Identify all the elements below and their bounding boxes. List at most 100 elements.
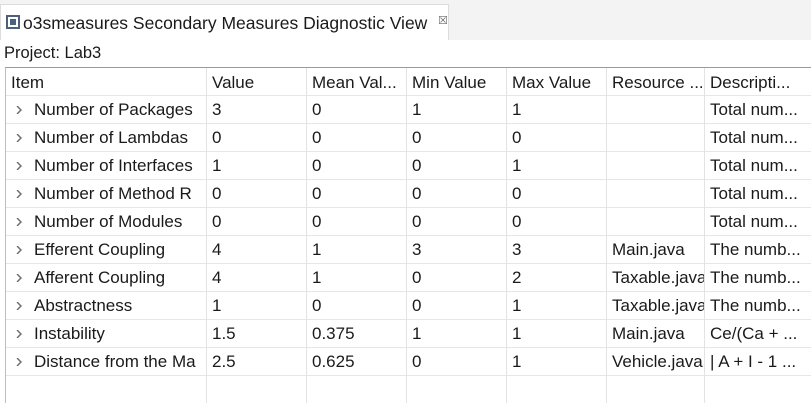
cell-mean-value: 0 — [312, 184, 322, 203]
cell-item: Number of Modules — [34, 212, 183, 231]
cell-item: Instability — [34, 324, 105, 343]
cell-max-value: 0 — [512, 184, 522, 203]
cell-description: Total num... — [710, 212, 798, 231]
cell-resource: Vehicle.java — [612, 352, 703, 371]
project-label: Project: Lab3 — [4, 44, 102, 62]
chevron-right-icon[interactable] — [15, 274, 23, 282]
cell-max-value: 1 — [512, 156, 522, 175]
cell-mean-value: 0 — [312, 156, 322, 175]
chevron-right-icon[interactable] — [15, 218, 23, 226]
cell-min-value: 1 — [412, 100, 422, 119]
cell-min-value: 1 — [412, 324, 422, 343]
cell-value: 1 — [212, 296, 222, 315]
cell-min-value: 3 — [412, 240, 422, 259]
chevron-right-icon[interactable] — [15, 162, 23, 170]
chevron-right-icon[interactable] — [15, 246, 23, 254]
table-row[interactable]: Distance from the Ma 2.5 0.625 0 1 Vehicle.ja… — [6, 348, 811, 376]
cell-description: Total num... — [710, 184, 798, 203]
cell-item: Number of Packages — [34, 100, 193, 119]
table-row[interactable]: Number of Lambdas 0 0 0 0 Total num... — [6, 124, 811, 152]
cell-resource — [612, 152, 704, 180]
cell-min-value: 0 — [412, 296, 422, 315]
cell-min-value: 0 — [412, 128, 422, 147]
cell-item: Abstractness — [34, 296, 133, 315]
cell-item: Number of Lambdas — [34, 128, 189, 147]
cell-mean-value: 1 — [312, 240, 322, 259]
column-divider[interactable] — [206, 68, 207, 403]
cell-max-value: 2 — [512, 268, 522, 287]
table-row[interactable]: Afferent Coupling 4 1 0 2 Taxable.java The num… — [6, 264, 811, 292]
cell-value: 4 — [212, 240, 222, 259]
cell-description: Total num... — [710, 156, 798, 175]
cell-mean-value: 1 — [312, 268, 322, 287]
column-header-mean-value[interactable]: Mean Val... — [312, 73, 397, 92]
cell-max-value: 1 — [512, 100, 522, 119]
cell-resource — [612, 124, 704, 152]
cell-min-value: 0 — [412, 352, 422, 371]
table-header: Item Value Mean Val... Min Value Max Value Re… — [6, 68, 811, 96]
cell-value: 2.5 — [212, 352, 236, 371]
column-header-value[interactable]: Value — [212, 73, 255, 92]
chevron-right-icon[interactable] — [15, 106, 23, 114]
cell-description: The numb... — [710, 268, 801, 287]
cell-value: 1.5 — [212, 324, 236, 343]
cell-resource: Taxable.java — [612, 268, 704, 287]
cell-description: Total num... — [710, 128, 798, 147]
cell-item: Number of Method R — [34, 184, 192, 203]
chevron-right-icon[interactable] — [15, 190, 23, 198]
cell-value: 0 — [212, 212, 222, 231]
cell-min-value: 0 — [412, 184, 422, 203]
chevron-right-icon[interactable] — [15, 330, 23, 338]
cell-resource — [612, 208, 704, 236]
cell-max-value: 3 — [512, 240, 522, 259]
column-divider[interactable] — [306, 68, 307, 403]
cell-max-value: 0 — [512, 128, 522, 147]
chevron-right-icon[interactable] — [15, 134, 23, 142]
cell-item: Distance from the Ma — [34, 352, 196, 371]
cell-item: Efferent Coupling — [34, 240, 166, 259]
table-row[interactable]: Number of Modules 0 0 0 0 Total num... — [6, 208, 811, 236]
cell-resource: Taxable.java — [612, 296, 704, 315]
cell-mean-value: 0 — [312, 100, 322, 119]
column-header-resource[interactable]: Resource ... — [612, 73, 702, 92]
cell-min-value: 0 — [412, 156, 422, 175]
column-header-max-value[interactable]: Max Value — [512, 73, 592, 92]
cell-description: The numb... — [710, 240, 801, 259]
close-icon[interactable]: ☒ — [438, 15, 448, 27]
cell-description: The numb... — [710, 296, 801, 315]
chevron-right-icon[interactable] — [15, 358, 23, 366]
column-header-description[interactable]: Descripti... — [710, 73, 791, 92]
table-row[interactable]: Instability 1.5 0.375 1 1 Main.java Ce/(Ca + .… — [6, 320, 811, 348]
cell-mean-value: 0 — [312, 212, 322, 231]
cell-max-value: 1 — [512, 324, 522, 343]
view-tab[interactable]: o3smeasures Secondary Measures Diagnosti… — [0, 4, 449, 40]
column-divider[interactable] — [506, 68, 507, 403]
table-row[interactable]: Number of Method R 0 0 0 0 Total num... — [6, 180, 811, 208]
cell-max-value: 0 — [512, 212, 522, 231]
column-divider[interactable] — [704, 68, 705, 403]
chevron-right-icon[interactable] — [15, 302, 23, 310]
cell-resource — [612, 180, 704, 208]
view-tab-bar: o3smeasures Secondary Measures Diagnosti… — [0, 0, 811, 40]
column-header-min-value[interactable]: Min Value — [412, 73, 487, 92]
cell-min-value: 0 — [412, 212, 422, 231]
table-row[interactable]: Number of Interfaces 1 0 0 1 Total num... — [6, 152, 811, 180]
cell-value: 3 — [212, 100, 222, 119]
table-row[interactable]: Number of Packages 3 0 1 1 Total num... — [6, 96, 811, 124]
cell-max-value: 1 — [512, 296, 522, 315]
table-row[interactable]: Abstractness 1 0 0 1 Taxable.java The numb... — [6, 292, 811, 320]
cell-max-value: 1 — [512, 352, 522, 371]
table-row[interactable]: Efferent Coupling 4 1 3 3 Main.java The numb..… — [6, 236, 811, 264]
view-title: o3smeasures Secondary Measures Diagnosti… — [23, 13, 428, 33]
cell-mean-value: 0 — [312, 128, 322, 147]
cell-value: 0 — [212, 128, 222, 147]
cell-item: Number of Interfaces — [34, 156, 193, 175]
cell-min-value: 0 — [412, 268, 422, 287]
cell-resource: Main.java — [612, 324, 685, 343]
cell-mean-value: 0 — [312, 296, 322, 315]
column-divider[interactable] — [406, 68, 407, 403]
cell-mean-value: 0.625 — [312, 352, 355, 371]
column-header-item[interactable]: Item — [11, 73, 45, 92]
column-divider[interactable] — [606, 68, 607, 403]
cell-value: 4 — [212, 268, 222, 287]
